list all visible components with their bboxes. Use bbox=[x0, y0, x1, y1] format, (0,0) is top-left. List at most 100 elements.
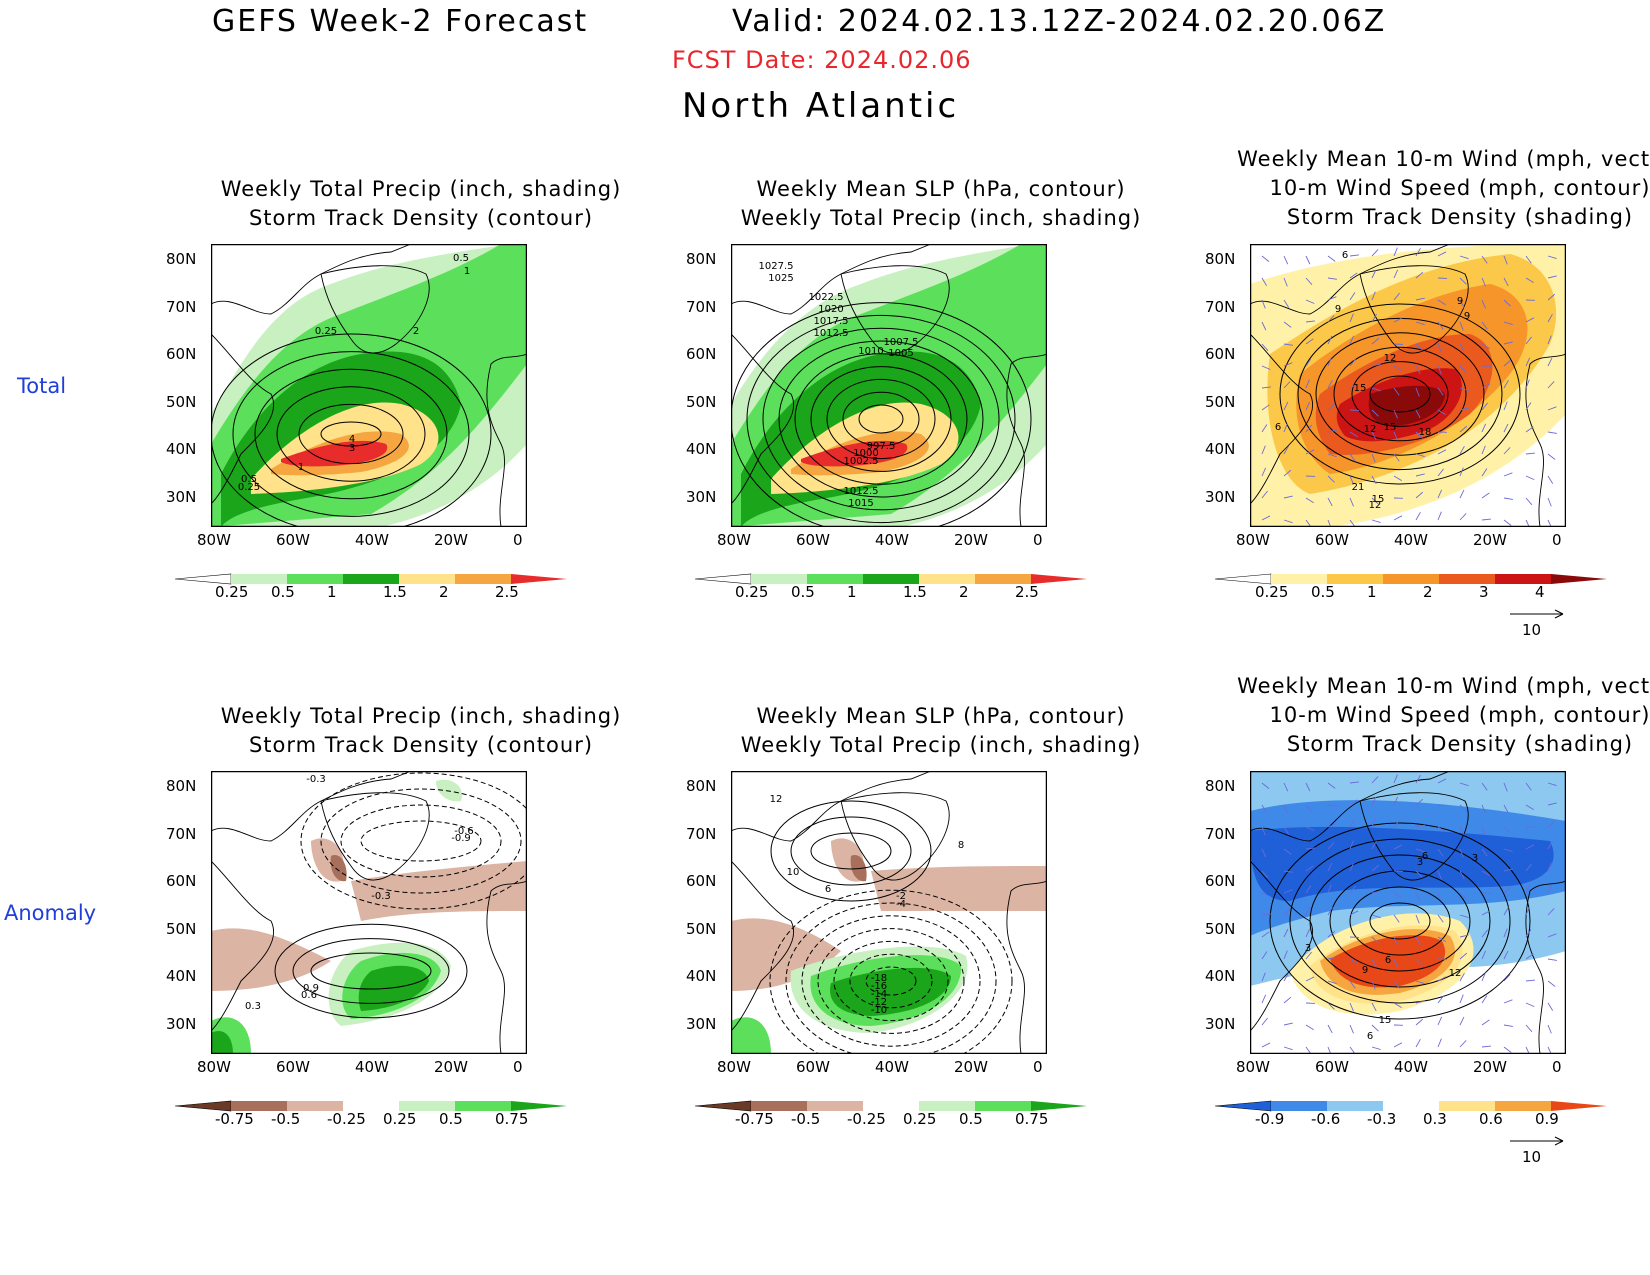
wind-vector bbox=[1305, 449, 1315, 455]
contour-label: -18 bbox=[871, 973, 887, 984]
wind-vector bbox=[1261, 892, 1271, 897]
wind-vector bbox=[1283, 495, 1293, 499]
wind-vector bbox=[1261, 424, 1268, 433]
wind-vector bbox=[1393, 796, 1399, 806]
contour-label: 12 bbox=[1369, 500, 1382, 511]
coastline bbox=[320, 792, 430, 881]
contour-line bbox=[300, 772, 527, 910]
wind-vector bbox=[1305, 906, 1310, 916]
header-left-title: GEFS Week-2 Forecast bbox=[212, 4, 589, 39]
coastline bbox=[1006, 880, 1047, 1054]
wind-vector bbox=[1305, 782, 1311, 792]
wind-vector bbox=[1547, 1024, 1552, 1034]
contour-line bbox=[810, 832, 892, 870]
row-label-total: Total bbox=[17, 374, 67, 398]
wind-vector bbox=[1547, 884, 1553, 894]
colorbar-swatch bbox=[1495, 1101, 1551, 1111]
colorbar-swatch bbox=[511, 574, 567, 584]
wind-vector bbox=[1327, 862, 1333, 872]
wind-vector bbox=[1393, 844, 1403, 850]
wind-vector bbox=[1437, 1038, 1442, 1048]
wind-vector bbox=[1393, 365, 1402, 372]
contour-line bbox=[1369, 902, 1431, 940]
contour-label: 1 bbox=[464, 266, 470, 277]
contour-label: -4 bbox=[896, 899, 906, 910]
contour-label: 12 bbox=[1384, 353, 1397, 364]
wind-vector bbox=[1371, 519, 1381, 524]
wind-vector bbox=[1305, 885, 1312, 894]
colorbar-label: 4 bbox=[1535, 583, 1545, 601]
lat-tick-label: 40N bbox=[166, 440, 197, 458]
wind-vector bbox=[1283, 928, 1289, 938]
colorbar-label: 0.25 bbox=[215, 583, 249, 601]
map-frame bbox=[731, 771, 1047, 1054]
panel-title-anom-wind-storm: Weekly Mean 10-m Wind (mph, vector) 10-m… bbox=[1237, 674, 1650, 756]
colorbar-label: -0.9 bbox=[1255, 1110, 1285, 1128]
wind-vector bbox=[1481, 343, 1490, 349]
lat-tick-label: 50N bbox=[166, 392, 197, 411]
wind-vector bbox=[1371, 1046, 1381, 1051]
contour-label: 9 bbox=[1335, 304, 1341, 315]
wind-vector bbox=[1437, 489, 1443, 499]
wind-vector bbox=[1547, 255, 1557, 260]
colorbar-swatch bbox=[863, 574, 919, 584]
wind-vector bbox=[1261, 1042, 1271, 1048]
wind-vector bbox=[1481, 826, 1486, 836]
wind-vector bbox=[1415, 343, 1423, 351]
contour-label: 3 bbox=[1305, 943, 1311, 954]
colorbar-swatch bbox=[343, 574, 399, 584]
wind-vector bbox=[1503, 1046, 1512, 1053]
wind-vector bbox=[1503, 928, 1508, 938]
contour-label: 1010 bbox=[858, 346, 883, 357]
lat-tick-label: 40N bbox=[166, 967, 197, 985]
contour-line bbox=[1279, 303, 1521, 485]
contour-line bbox=[801, 915, 981, 1047]
contour-label: 1015 bbox=[848, 498, 873, 509]
wind-vector bbox=[1305, 338, 1314, 345]
contour-label: 10 bbox=[787, 867, 800, 878]
colorbar-total-precip-storm bbox=[175, 573, 567, 585]
lat-tick-label: 60N bbox=[686, 872, 717, 890]
contour-line bbox=[274, 923, 468, 1019]
colorbar-label: 0.3 bbox=[1423, 1110, 1447, 1128]
wind-vector bbox=[1481, 782, 1488, 791]
contour-label: 1000 bbox=[853, 448, 878, 459]
wind-vector bbox=[1327, 335, 1333, 345]
lon-tick-label: 40W bbox=[355, 1058, 389, 1076]
lon-tick-label: 60W bbox=[1315, 1058, 1349, 1076]
wind-vector bbox=[1327, 906, 1333, 916]
contour-line bbox=[826, 378, 936, 460]
coastline bbox=[1525, 353, 1566, 527]
wind-vector bbox=[1371, 980, 1376, 990]
contour-label: 6 bbox=[1385, 955, 1391, 966]
colorbar-label: -0.3 bbox=[1367, 1110, 1397, 1128]
shading-region bbox=[358, 965, 429, 1011]
coastline bbox=[731, 244, 932, 315]
contour-label: -14 bbox=[871, 989, 887, 1000]
wind-vector bbox=[1393, 936, 1398, 946]
contour-line bbox=[762, 327, 1000, 511]
wind-vector bbox=[1437, 914, 1444, 923]
contour-label: 15 bbox=[1354, 383, 1367, 394]
lat-tick-label: 30N bbox=[686, 487, 717, 506]
wind-vector bbox=[1547, 293, 1556, 301]
wind-vector bbox=[1415, 824, 1425, 828]
lon-tick-label: 60W bbox=[1315, 531, 1349, 549]
map-frame bbox=[731, 244, 1047, 527]
panel-title-total-slp-precip: Weekly Mean SLP (hPa, contour) Weekly To… bbox=[740, 177, 1142, 230]
wind-vector bbox=[1349, 335, 1355, 345]
lat-tick-label: 70N bbox=[1205, 824, 1236, 843]
wind-vector bbox=[1371, 249, 1379, 257]
wind-vector bbox=[1327, 980, 1337, 985]
wind-vector bbox=[1525, 379, 1530, 389]
wind-vector bbox=[1283, 848, 1292, 855]
wind-vector bbox=[1525, 953, 1534, 960]
contour-label: 15 bbox=[1384, 422, 1397, 433]
wind-vector bbox=[1349, 799, 1358, 806]
wind-vector bbox=[1327, 277, 1337, 280]
wind-vector bbox=[1371, 914, 1381, 919]
wind-vector bbox=[1481, 445, 1486, 455]
wind-vector bbox=[1261, 826, 1266, 836]
wind-vector bbox=[1525, 844, 1535, 850]
wind-vector bbox=[1393, 431, 1398, 441]
